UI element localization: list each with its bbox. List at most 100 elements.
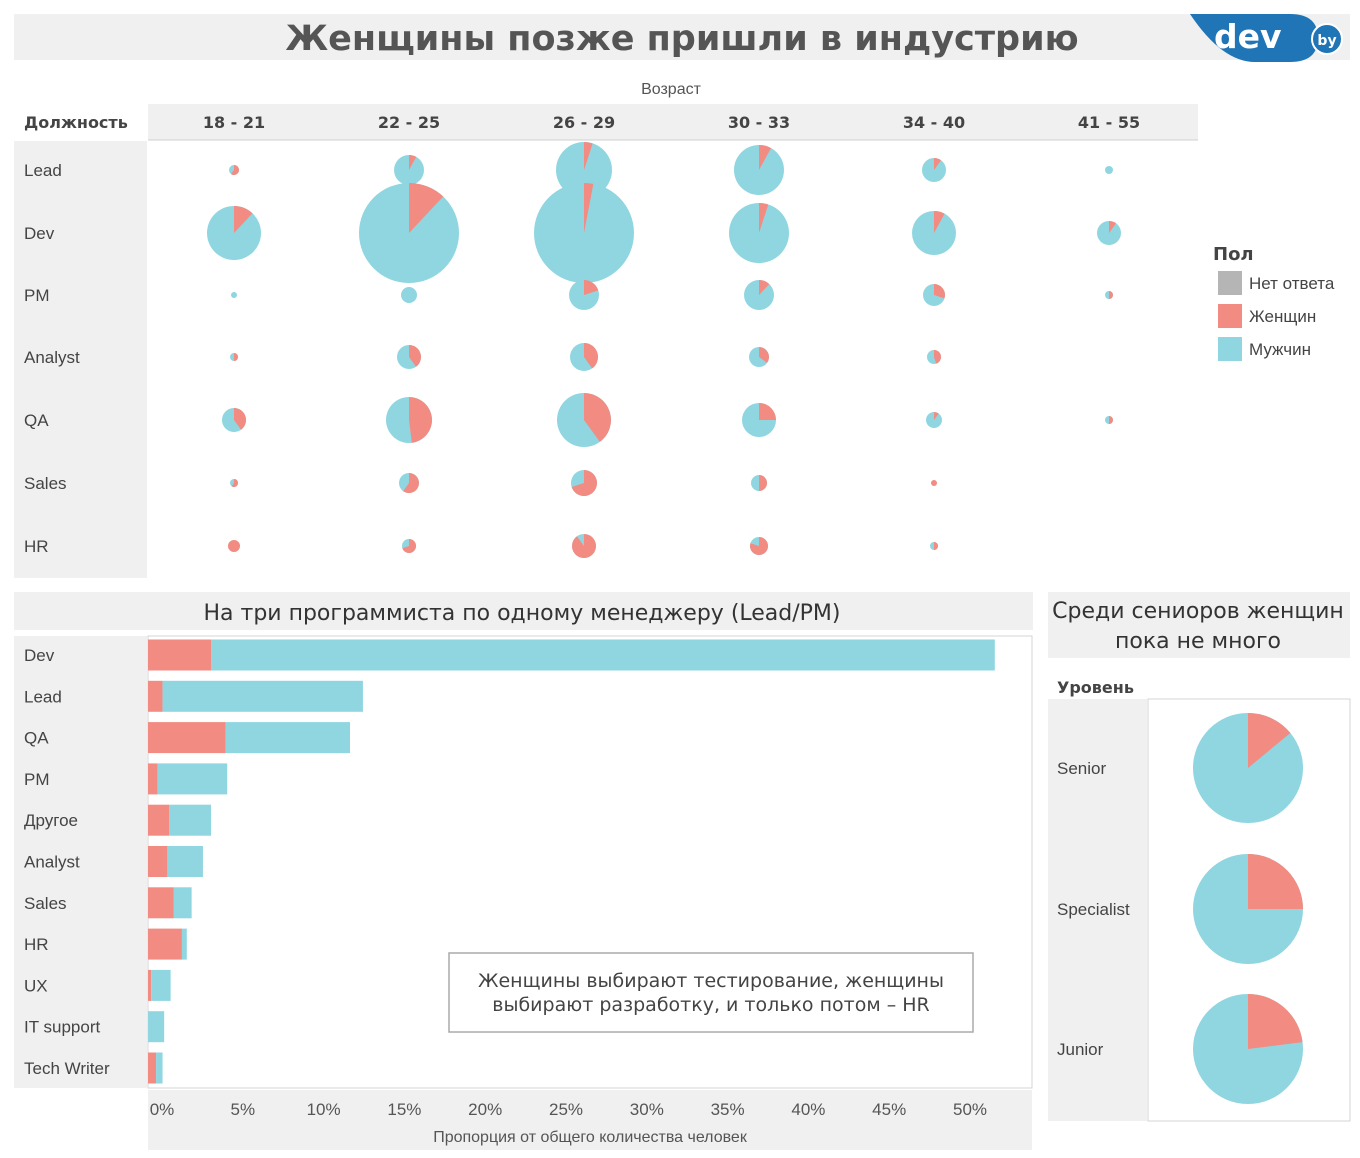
legend-swatch bbox=[1218, 337, 1242, 361]
matrix-pie bbox=[557, 392, 612, 447]
matrix-pie bbox=[230, 353, 238, 361]
matrix-pie bbox=[230, 479, 239, 487]
bar-male-segment bbox=[151, 969, 171, 1001]
bar-male-segment bbox=[157, 763, 228, 795]
age-column-label: 18 - 21 bbox=[203, 113, 265, 132]
bar-female-segment bbox=[148, 1052, 157, 1084]
pie-female-slice bbox=[1248, 994, 1303, 1049]
level-pie-chart: Среди сениоров женщин пока не много Уров… bbox=[1048, 592, 1351, 1122]
bar-category-label: Lead bbox=[24, 687, 62, 706]
matrix-pie bbox=[744, 280, 774, 310]
pie-female-slice bbox=[931, 480, 937, 486]
bar-female-segment bbox=[148, 763, 158, 795]
bar-category-column bbox=[14, 636, 147, 1088]
matrix-pie bbox=[570, 343, 598, 371]
pie-female-slice bbox=[934, 158, 942, 170]
pie-female-slice bbox=[759, 475, 767, 491]
matrix-pie bbox=[922, 158, 946, 182]
matrix-pie bbox=[749, 347, 769, 367]
pie-male-slice bbox=[401, 287, 417, 303]
matrix-pie bbox=[1105, 291, 1113, 299]
role-row-label: Dev bbox=[24, 224, 55, 243]
level-label-column bbox=[1048, 699, 1147, 1121]
bar-category-label: HR bbox=[24, 935, 49, 954]
level-pie bbox=[1193, 854, 1303, 964]
bar-female-segment bbox=[148, 846, 168, 877]
pie-female-slice bbox=[409, 397, 433, 443]
matrix-pie bbox=[569, 280, 599, 310]
level-chart-title-line-1: Среди сениоров женщин bbox=[1052, 599, 1344, 624]
legend-swatch bbox=[1218, 271, 1242, 295]
age-header-bar bbox=[148, 104, 1198, 140]
page-title: Женщины позже пришли в индустрию bbox=[285, 19, 1078, 59]
pie-female-slice bbox=[1248, 713, 1291, 768]
pie-female-slice bbox=[584, 183, 594, 233]
bar-category-label: UX bbox=[24, 976, 48, 995]
matrix-pie bbox=[750, 537, 768, 555]
bar-male-segment bbox=[169, 804, 212, 836]
bar-x-tick-label: 25% bbox=[549, 1100, 583, 1119]
pie-female-slice bbox=[934, 542, 938, 550]
bar-x-tick-label: 20% bbox=[468, 1100, 502, 1119]
bar-male-segment bbox=[162, 680, 363, 712]
bar-x-tick-label: 0% bbox=[150, 1100, 175, 1119]
legend-label: Нет ответа bbox=[1249, 274, 1335, 293]
annotation-line-2: выбирают разработку, и только потом – HR bbox=[492, 994, 930, 1016]
bar-male-segment bbox=[173, 887, 192, 919]
pie-female-slice bbox=[234, 408, 246, 430]
role-label-column bbox=[14, 141, 147, 578]
bar-female-segment bbox=[148, 969, 152, 1001]
bar-male-segment bbox=[148, 1011, 165, 1043]
bar-female-segment bbox=[148, 928, 182, 960]
level-pie bbox=[1193, 713, 1303, 823]
matrix-pie bbox=[930, 542, 938, 550]
matrix-pie bbox=[229, 165, 239, 176]
bar-female-segment bbox=[148, 722, 226, 754]
matrix-pie bbox=[1097, 221, 1121, 245]
pie-female-slice bbox=[234, 353, 238, 361]
matrix-pie bbox=[912, 211, 956, 255]
matrix-pie bbox=[729, 203, 789, 263]
matrix-pie bbox=[556, 142, 612, 198]
bar-female-segment bbox=[148, 639, 212, 671]
pie-female-slice bbox=[934, 211, 945, 233]
bar-axis-band bbox=[148, 1090, 1032, 1150]
pie-female-slice bbox=[1248, 854, 1303, 909]
bar-female-segment bbox=[148, 804, 170, 836]
pie-female-slice bbox=[584, 142, 593, 170]
matrix-pie bbox=[228, 540, 240, 552]
legend-title: Пол bbox=[1213, 244, 1254, 265]
pie-female-slice bbox=[403, 473, 419, 493]
gender-legend: Пол Нет ответа Женщин Мужчин bbox=[1213, 244, 1335, 361]
pie-female-slice bbox=[750, 537, 768, 555]
bar-chart-title: На три программиста по одному менеджеру … bbox=[203, 601, 840, 626]
legend-label: Мужчин bbox=[1249, 340, 1311, 359]
age-column-label: 30 - 33 bbox=[728, 113, 790, 132]
pie-female-slice bbox=[584, 392, 612, 442]
pie-female-slice bbox=[934, 412, 939, 420]
matrix-pie bbox=[742, 403, 776, 437]
pie-female-slice bbox=[572, 534, 597, 558]
bar-male-segment bbox=[156, 1052, 163, 1084]
devby-logo[interactable]: dev by bbox=[1190, 14, 1343, 62]
role-row-label: Analyst bbox=[24, 348, 80, 367]
bar-x-tick-label: 35% bbox=[711, 1100, 745, 1119]
annotation-line-1: Женщины выбирают тестирование, женщины bbox=[478, 970, 944, 992]
bar-x-tick-label: 15% bbox=[387, 1100, 421, 1119]
matrix-pie bbox=[734, 145, 784, 195]
pie-female-slice bbox=[759, 203, 769, 233]
logo-text: dev bbox=[1214, 17, 1282, 56]
matrix-pie bbox=[402, 539, 416, 553]
bar-female-segment bbox=[148, 887, 174, 919]
pie-female-slice bbox=[1109, 291, 1113, 299]
level-pie bbox=[1193, 994, 1303, 1104]
level-row-label: Specialist bbox=[1057, 900, 1130, 919]
pie-female-slice bbox=[231, 479, 239, 487]
matrix-pie bbox=[751, 475, 767, 491]
bar-male-segment bbox=[225, 722, 350, 754]
pie-female-slice bbox=[584, 343, 598, 369]
level-row-header: Уровень bbox=[1057, 678, 1134, 697]
logo-shape-icon bbox=[1190, 14, 1318, 62]
matrix-pie bbox=[572, 534, 597, 558]
